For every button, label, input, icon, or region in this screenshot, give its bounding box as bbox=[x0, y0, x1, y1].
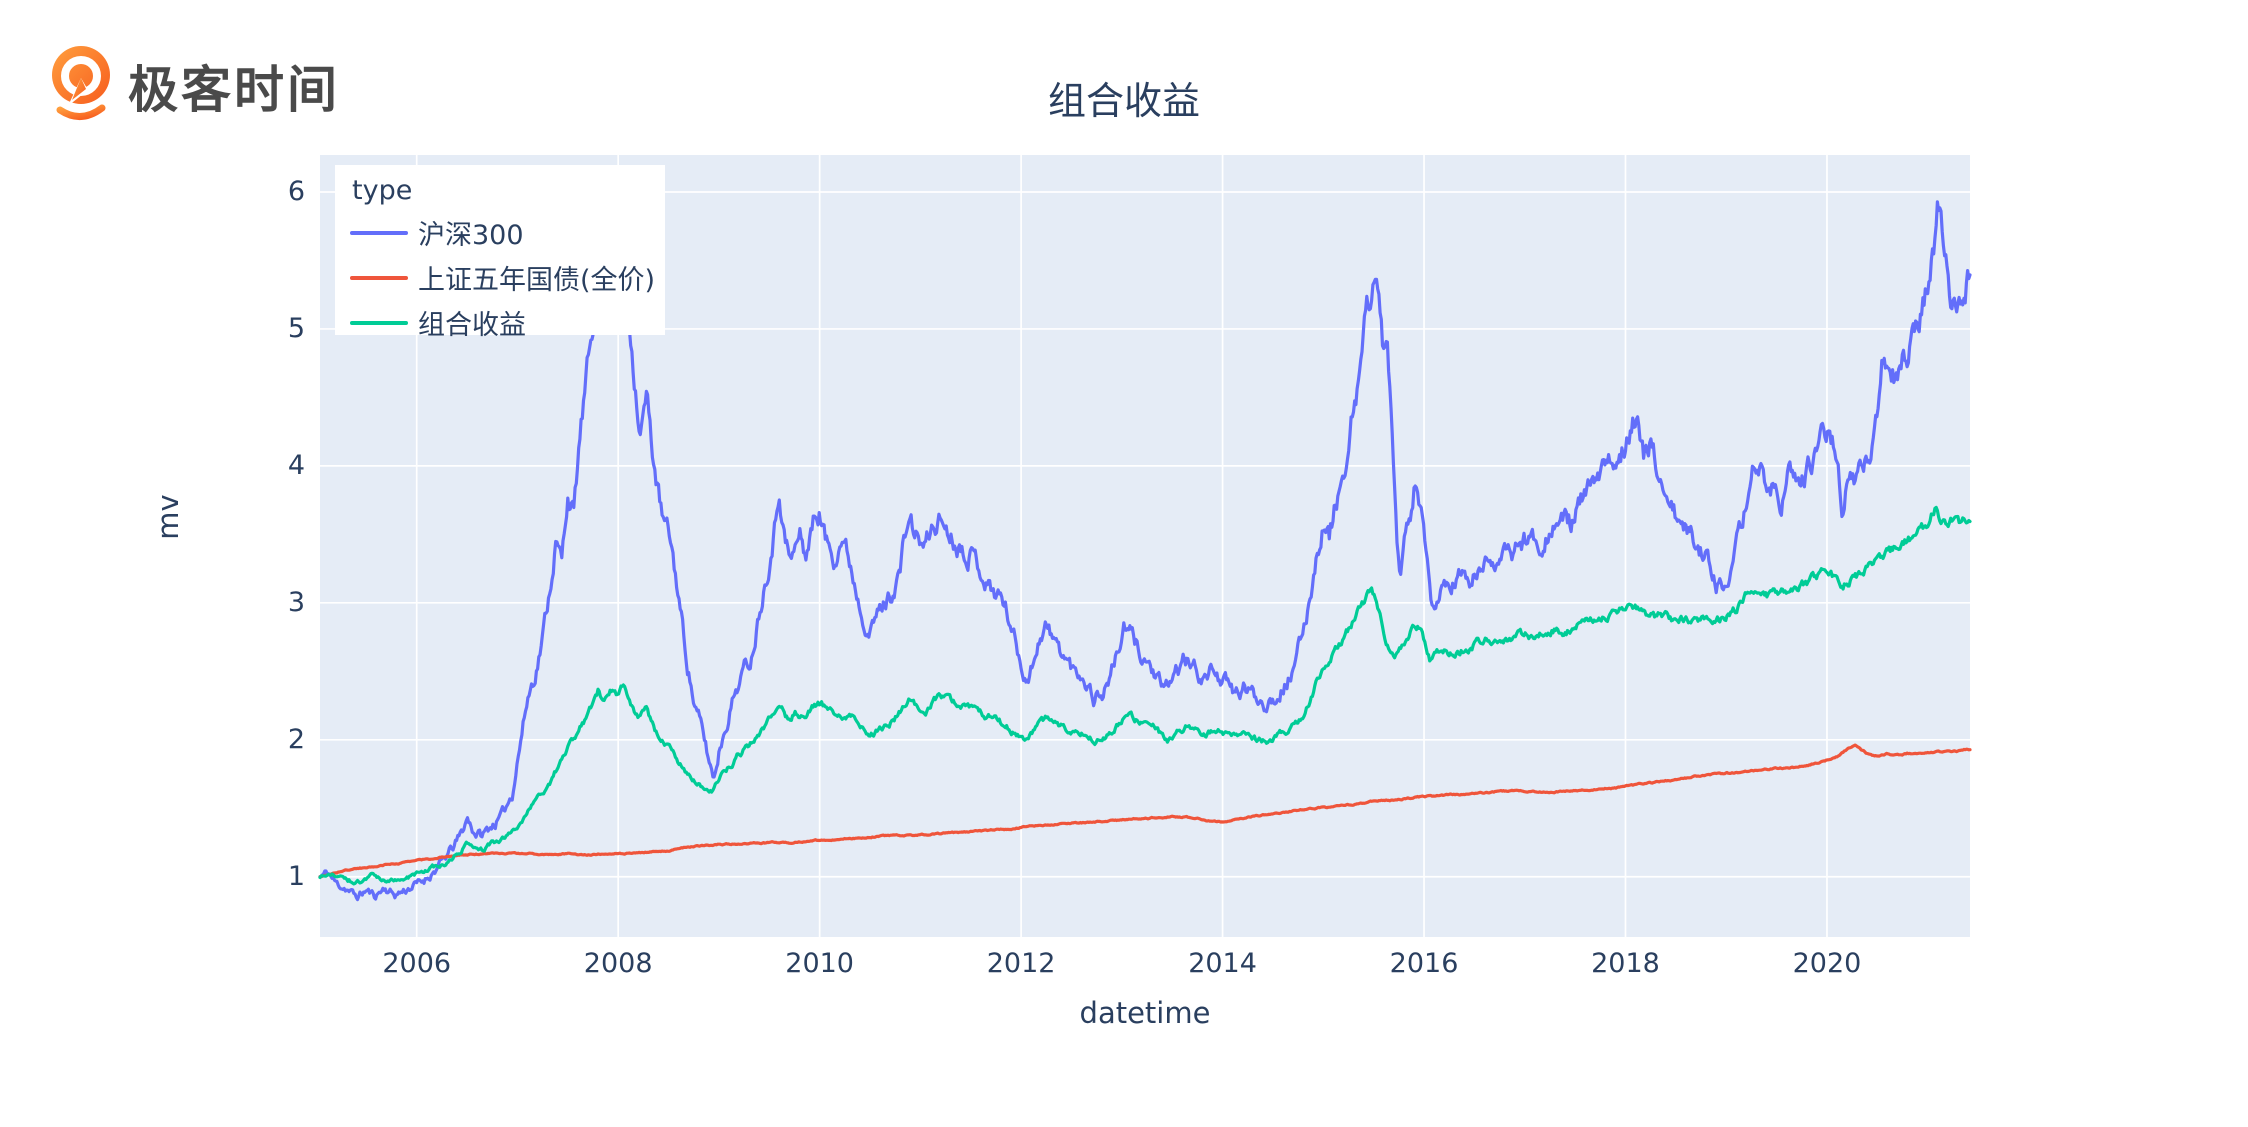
chart-title: 组合收益 bbox=[1047, 79, 1200, 123]
legend-swatch-hs300 bbox=[350, 230, 408, 235]
y-tick-label: 6 bbox=[287, 175, 305, 207]
legend-swatch-bond bbox=[350, 275, 408, 280]
y-tick-label: 4 bbox=[287, 449, 305, 481]
logo: 极客时间 bbox=[48, 44, 340, 128]
y-tick-label: 2 bbox=[287, 723, 305, 755]
x-tick-label: 2014 bbox=[1188, 948, 1257, 979]
y-tick-label: 5 bbox=[287, 312, 305, 344]
legend-label: 上证五年国债(全价) bbox=[418, 265, 656, 296]
geektime-logo-icon bbox=[48, 44, 114, 128]
y-axis-title: mv bbox=[151, 494, 185, 540]
legend-label: 沪深300 bbox=[418, 220, 524, 251]
legend-title: type bbox=[352, 175, 413, 206]
legend: type 沪深300 上证五年国债(全价) 组合收益 bbox=[335, 165, 665, 341]
legend-label: 组合收益 bbox=[418, 310, 526, 341]
legend-item-hs300[interactable]: 沪深300 bbox=[335, 210, 665, 255]
x-axis-title: datetime bbox=[1079, 996, 1211, 1030]
legend-item-portfolio[interactable]: 组合收益 bbox=[335, 300, 665, 345]
y-tick-label: 3 bbox=[287, 586, 305, 618]
x-tick-label: 2008 bbox=[583, 948, 653, 979]
x-tick-label: 2012 bbox=[986, 948, 1056, 979]
x-tick-label: 2018 bbox=[1591, 948, 1660, 979]
series-line-1[interactable] bbox=[318, 743, 1972, 879]
series-line-2[interactable] bbox=[318, 505, 1972, 886]
legend-swatch-portfolio bbox=[350, 320, 408, 325]
y-tick-label: 1 bbox=[287, 860, 305, 892]
x-tick-label: 2020 bbox=[1792, 948, 1862, 979]
legend-item-bond[interactable]: 上证五年国债(全价) bbox=[335, 255, 665, 300]
x-tick-label: 2006 bbox=[382, 948, 452, 979]
x-tick-label: 2016 bbox=[1389, 948, 1459, 979]
logo-text: 极客时间 bbox=[128, 61, 340, 119]
x-tick-label: 2010 bbox=[785, 948, 854, 979]
